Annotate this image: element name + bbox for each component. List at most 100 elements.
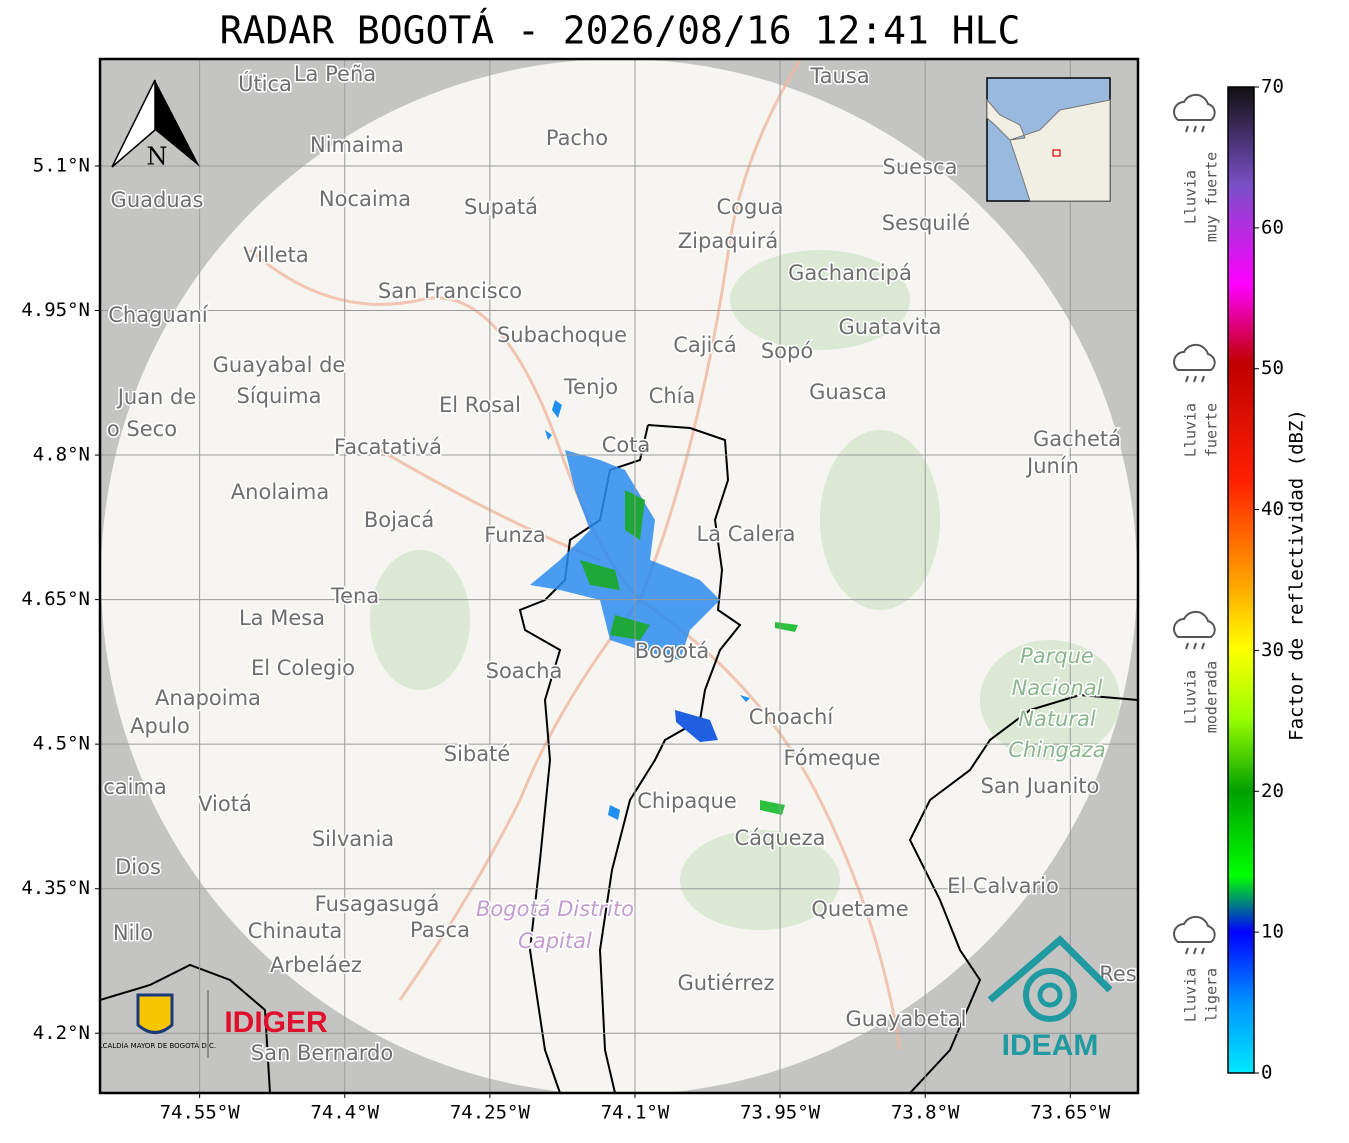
place-label: Dios [115, 855, 161, 879]
place-label: Guayabetal [846, 1007, 967, 1031]
place-label: Subachoque [497, 323, 627, 347]
place-label: Cáqueza [735, 826, 826, 850]
place-label: Pasca [410, 918, 470, 942]
place-label: Anapoima [155, 686, 261, 710]
place-label: Chipaque [637, 789, 737, 813]
place-label: El Rosal [439, 393, 521, 417]
category-label: moderada [1203, 661, 1221, 733]
place-label: Cogua [716, 195, 783, 219]
rain-category: Lluvia fuerte [1173, 343, 1221, 457]
boundaries [100, 424, 1138, 1093]
x-tick-label: 74.4°W [310, 1102, 379, 1124]
map: Útica La Peña Tausa Pacho Nimaima Suesca Guadu… [94, 59, 1138, 1093]
x-tick-label: 74.25°W [450, 1102, 531, 1124]
y-tick-label: 5.1°N [33, 154, 90, 176]
map-frame [98, 57, 1140, 1095]
y-tick-label: 4.8°N [33, 444, 90, 466]
place-label: Res [1099, 962, 1137, 986]
place-label: San Juanito [981, 774, 1100, 798]
place-label: Junín [1025, 454, 1079, 478]
place-label: Guasca [809, 380, 887, 404]
y-tick-label: 4.35°N [21, 877, 90, 899]
place-label: Funza [484, 523, 545, 547]
place-label: La Peña [294, 62, 376, 86]
place-label: Capital [518, 929, 592, 953]
place-label: Guatavita [839, 315, 942, 339]
place-label: Natural [1018, 707, 1096, 731]
colorbar-tick-label: 50 [1261, 357, 1284, 379]
north-label: N [147, 143, 168, 171]
place-label: Soacha [486, 659, 563, 683]
place-label: Villeta [243, 243, 308, 267]
colorbar-tick-label: 30 [1261, 639, 1284, 661]
place-label: San Bernardo [251, 1041, 393, 1065]
colorbar-tick-label: 40 [1261, 498, 1284, 520]
place-label: Suesca [883, 155, 958, 179]
place-label: Silvania [312, 827, 394, 851]
place-label: La Mesa [239, 606, 325, 630]
category-label: ligera [1203, 968, 1221, 1022]
place-label: El Colegio [251, 656, 355, 680]
rain-category: Lluvia ligera [1173, 915, 1221, 1022]
x-tick-label: 74.55°W [160, 1102, 241, 1124]
alcaldia-text: ALCALDÍA MAYOR DE BOGOTÁ D.C. [94, 1041, 216, 1050]
place-label: Facatativá [334, 435, 442, 459]
north-arrow: N [111, 79, 200, 171]
y-tick-label: 4.65°N [21, 588, 90, 610]
x-tick-label: 73.95°W [740, 1102, 821, 1124]
place-label: Chaguaní [108, 303, 209, 327]
rain-icon [1185, 375, 1205, 383]
terrain [370, 250, 1120, 930]
place-label: Tausa [809, 64, 869, 88]
colorbar-tick-label: 60 [1261, 216, 1284, 238]
place-label: Sibaté [444, 742, 511, 766]
category-label: Lluvia [1182, 670, 1200, 724]
place-label: Gachetá [1033, 427, 1121, 451]
place-label: Útica [238, 71, 292, 96]
category-label: Lluvia [1182, 170, 1200, 224]
place-label: Nimaima [310, 133, 404, 157]
place-label: Cajicá [673, 333, 737, 357]
place-label: San Francisco [378, 279, 522, 303]
place-label: El Calvario [947, 874, 1059, 898]
place-label: Fusagasugá [315, 892, 440, 916]
category-label: Lluvia [1182, 968, 1200, 1022]
category-label: Lluvia [1182, 403, 1200, 457]
place-label: Quetame [811, 897, 908, 921]
y-tick-label: 4.2°N [33, 1022, 90, 1044]
idiger-logo: IDIGER [224, 1006, 328, 1039]
place-label: Tena [330, 584, 379, 608]
ideam-text: IDEAM [1002, 1029, 1099, 1062]
axis-ticks: 74.55°W 74.4°W 74.25°W 74.1°W 73.95°W 73.8°W 7… [21, 154, 1111, 1123]
x-tick-label: 73.65°W [1030, 1102, 1111, 1124]
x-tick-label: 74.1°W [601, 1102, 670, 1124]
cloud-icon [1173, 610, 1216, 638]
rain-icon [1185, 642, 1205, 650]
colorbar-label: Factor de reflectividad (dBZ) [1286, 409, 1308, 741]
colorbar-tick-label: 70 [1261, 76, 1284, 98]
place-labels: Útica La Peña Tausa Pacho Nimaima Suesca Guadu… [102, 61, 1138, 1067]
place-label: caima [103, 775, 167, 799]
graticule [100, 59, 1138, 1093]
place-label: Zipaquirá [678, 229, 778, 253]
rain-category: Lluvia muy fuerte [1173, 93, 1221, 242]
place-label: Bojacá [364, 508, 434, 532]
y-tick-label: 4.95°N [21, 299, 90, 321]
x-tick-label: 73.8°W [891, 1102, 960, 1124]
logo-alcaldia: ALCALDÍA MAYOR DE BOGOTÁ D.C. [94, 990, 216, 1058]
rain-icon [1185, 947, 1205, 955]
place-label: Nocaima [319, 187, 411, 211]
place-label: Chingaza [1008, 738, 1105, 762]
place-label: Viotá [198, 792, 252, 816]
place-label: Choachí [749, 705, 835, 729]
colorbar [1227, 86, 1255, 1074]
place-label: Sopó [761, 339, 813, 363]
cloud-icon [1173, 915, 1216, 943]
place-label: Chía [649, 384, 696, 408]
place-label: Supatá [464, 195, 538, 219]
place-label: Nacional [1012, 676, 1103, 700]
title: RADAR BOGOTÁ - 2026/08/16 12:41 HLC [220, 9, 1021, 53]
category-label: muy fuerte [1203, 152, 1221, 242]
